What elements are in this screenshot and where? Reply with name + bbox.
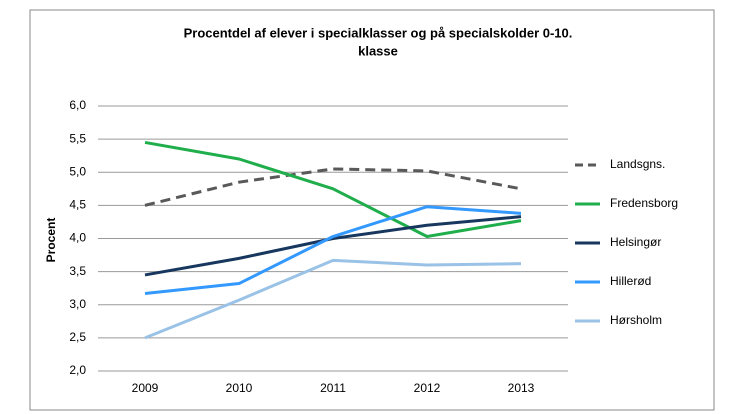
y-tick-label: 2,5 <box>69 330 86 344</box>
series-line <box>144 205 522 295</box>
chart-title: klasse <box>358 43 398 58</box>
legend-label: Helsingør <box>610 235 661 249</box>
series-line <box>144 258 522 340</box>
x-tick-label: 2013 <box>508 381 535 395</box>
legend-label: Hørsholm <box>610 313 662 327</box>
x-tick-label: 2012 <box>414 381 441 395</box>
y-tick-label: 4,0 <box>69 231 86 245</box>
y-tick-label: 3,5 <box>69 264 86 278</box>
series-line <box>144 167 522 207</box>
y-axis-label: Procent <box>44 218 58 263</box>
series-line <box>144 140 522 239</box>
y-tick-label: 4,5 <box>69 198 86 212</box>
series-line <box>144 215 522 277</box>
legend-label: Hillerød <box>610 274 651 288</box>
legend-label: Fredensborg <box>610 196 678 210</box>
x-tick-label: 2009 <box>132 381 159 395</box>
y-tick-label: 2,0 <box>69 363 86 377</box>
y-tick-label: 5,0 <box>69 164 86 178</box>
y-tick-label: 6,0 <box>69 98 86 112</box>
chart-title: Procentdel af elever i specialklasser og… <box>184 25 573 40</box>
legend-label: Landsgns. <box>610 157 665 171</box>
x-tick-label: 2011 <box>320 381 346 395</box>
y-tick-label: 3,0 <box>69 297 86 311</box>
y-tick-label: 5,5 <box>69 131 86 145</box>
x-tick-label: 2010 <box>226 381 253 395</box>
